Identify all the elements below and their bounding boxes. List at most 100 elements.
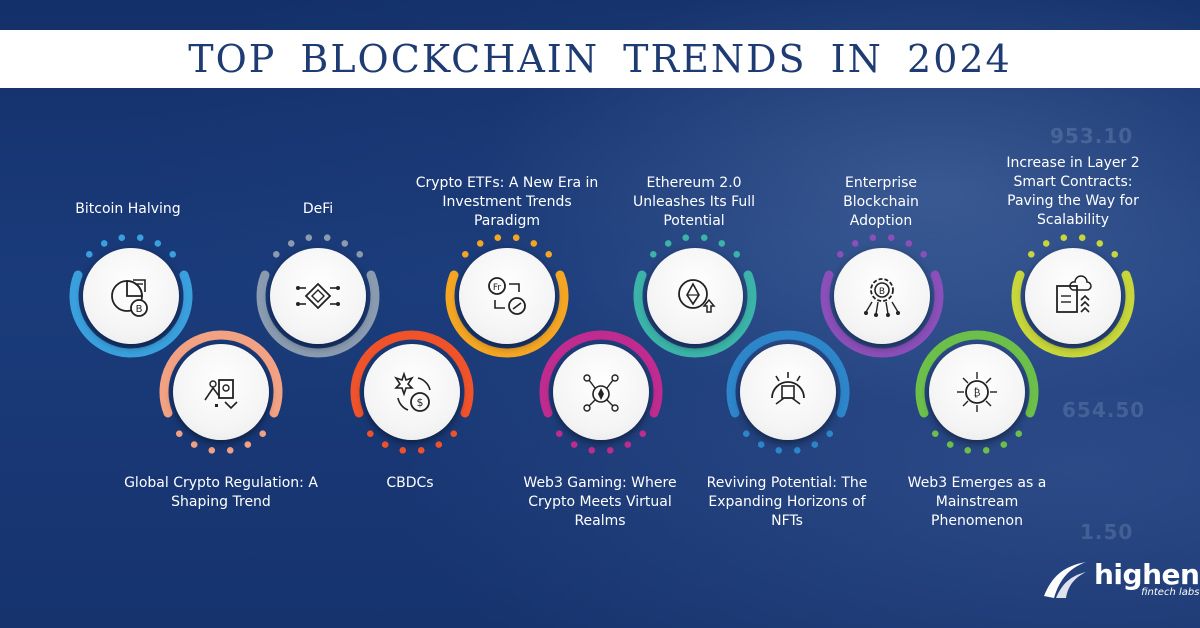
- background-number-3: 1.50: [1080, 520, 1134, 544]
- trend-ring-dot: [811, 441, 819, 448]
- currency-exchange-icon: Fr: [488, 277, 526, 315]
- trend-ring-dot: [341, 240, 349, 247]
- trend-ring-dot: [530, 240, 538, 247]
- trend-ring-dot: [757, 441, 765, 448]
- bitcoin-pie-chart-icon: B: [111, 279, 148, 317]
- trend-ring-dot: [450, 430, 458, 438]
- trend-ring-dot: [417, 446, 425, 454]
- highen-logo-icon: [1044, 562, 1086, 598]
- trend-ring-arc: [69, 270, 193, 358]
- trend-ring-dot: [905, 240, 913, 247]
- trend-ring-dot: [175, 430, 183, 438]
- trend-ring-arc: [256, 270, 380, 358]
- trend-ring-dot: [775, 446, 783, 454]
- trend-ring-dot: [259, 430, 267, 438]
- trend-ring-dot: [226, 446, 234, 454]
- trend-ring-dot: [624, 441, 632, 448]
- trend-ring-dot: [494, 234, 502, 242]
- trend-label: Increase in Layer 2 Smart Contracts: Pav…: [1006, 155, 1140, 228]
- trend-ring-dot: [512, 234, 520, 242]
- trend-ring-dot: [793, 446, 801, 454]
- trend-ring-dot: [964, 446, 972, 454]
- trend-ring-dot: [1000, 441, 1008, 448]
- svg-text:B: B: [879, 287, 885, 297]
- trend-ring-dot: [461, 250, 469, 258]
- trend-ring-dot: [100, 240, 108, 247]
- trend-label: Bitcoin Halving: [75, 201, 181, 217]
- trend-ring-dot: [1042, 240, 1050, 247]
- trend-ring-dot: [920, 250, 928, 258]
- brand-name: highen: [1094, 557, 1200, 591]
- trend-ring-dot: [682, 234, 690, 242]
- trend-ring-arc: [350, 330, 474, 418]
- trend-ring-dot: [639, 430, 647, 438]
- cloud-contract-icon: [1056, 275, 1092, 313]
- trend-ring-dot: [946, 441, 954, 448]
- trend-ring-dot: [118, 234, 126, 242]
- trend-node: [173, 344, 269, 440]
- trend-ring-dot: [244, 441, 252, 448]
- trend-node: [270, 248, 366, 344]
- trend-ring-dot: [700, 234, 708, 242]
- ethereum-upgrade-icon: [678, 279, 716, 313]
- trend-ring-arc: [445, 270, 569, 358]
- trend-label: CBDCs: [386, 475, 434, 491]
- trend-ring-arc: [726, 330, 850, 418]
- gaming-network-icon: [583, 374, 619, 412]
- trend-ring-dot: [588, 446, 596, 454]
- trend-ring-dot: [1078, 234, 1086, 242]
- trend-ring-dot: [381, 441, 389, 448]
- trend-ring-dot: [1096, 240, 1104, 247]
- background-number-2: 654.50: [1062, 398, 1146, 422]
- trend-label: Reviving Potential: The Expanding Horizo…: [706, 475, 868, 529]
- trend-ring-dot: [366, 430, 374, 438]
- trend-ring-dot: [851, 240, 859, 247]
- title-banner: TOP BLOCKCHAIN TRENDS IN 2024: [0, 30, 1200, 88]
- background-number-1: 953.10: [1050, 124, 1134, 148]
- trend-ring-dot: [664, 240, 672, 247]
- trend-ring-dot: [399, 446, 407, 454]
- trend-ring-dot: [869, 234, 877, 242]
- trend-ring-dot: [606, 446, 614, 454]
- trend-ring-dot: [733, 250, 741, 258]
- trend-ring-dot: [356, 250, 364, 258]
- trend-ring-dot: [1111, 250, 1119, 258]
- trend-ring-dot: [649, 250, 657, 258]
- trend-ring-dot: [742, 430, 750, 438]
- trend-ring-dot: [555, 430, 563, 438]
- trend-ring-dot: [323, 234, 331, 242]
- bitcoin-gear-circuit-icon: B: [864, 278, 900, 317]
- trend-ring-dot: [305, 234, 313, 242]
- trend-label: Ethereum 2.0 Unleashes Its Full Potentia…: [632, 175, 756, 229]
- trend-ring-dot: [570, 441, 578, 448]
- trend-ring-arc: [820, 270, 944, 358]
- trend-ring-dot: [1060, 234, 1068, 242]
- trend-ring-arc: [1011, 270, 1135, 358]
- trend-ring-dot: [287, 240, 295, 247]
- brand-tagline: fintech labs: [1141, 586, 1200, 598]
- trend-ring-dot: [982, 446, 990, 454]
- svg-text:Fr: Fr: [493, 283, 502, 293]
- trend-node: Fr: [459, 248, 555, 344]
- nft-hand-icon: [771, 372, 805, 405]
- trend-label: DeFi: [302, 201, 334, 217]
- trend-ring-arc: [633, 270, 757, 358]
- trend-ring-arc: [159, 330, 283, 418]
- trend-label: Crypto ETFs: A New Era in Investment Tre…: [415, 175, 599, 229]
- trend-ring-arc: [915, 330, 1039, 418]
- web3-globe-icon: ₿: [957, 372, 997, 412]
- decentralized-network-icon: [296, 282, 340, 310]
- svg-text:$: $: [417, 396, 424, 409]
- svg-text:B: B: [136, 304, 143, 315]
- trend-label: Web3 Emerges as a Mainstream Phenomenon: [907, 475, 1047, 529]
- page-title: TOP BLOCKCHAIN TRENDS IN 2024: [188, 37, 1012, 81]
- trend-node: [740, 344, 836, 440]
- trend-ring-dot: [435, 441, 443, 448]
- regulation-document-icon: [204, 379, 238, 410]
- trend-node: B: [83, 248, 179, 344]
- trend-ring-dot: [136, 234, 144, 242]
- trend-ring-dot: [476, 240, 484, 247]
- trend-node: [1025, 248, 1121, 344]
